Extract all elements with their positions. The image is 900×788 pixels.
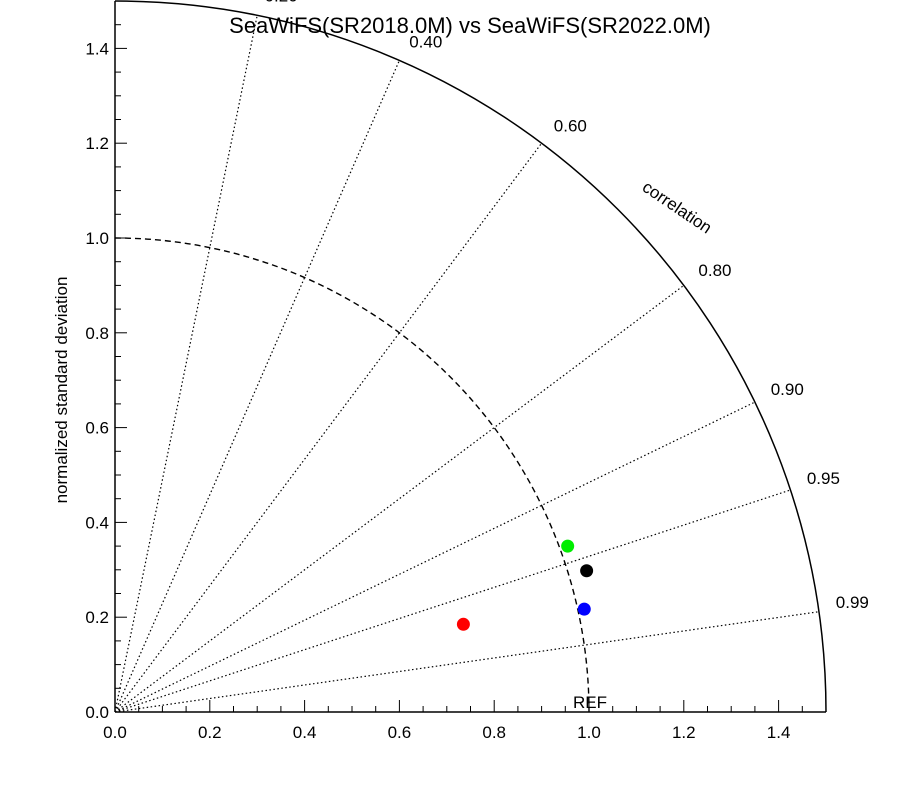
reference-label: REF: [573, 693, 607, 712]
correlation-tick-label: 0.90: [771, 380, 804, 399]
outer-arc: [114, 0, 827, 713]
y-tick-label: 1.4: [85, 39, 109, 58]
axes: [114, 0, 827, 713]
data-point-0: [456, 617, 470, 631]
reference-std-arc: [114, 237, 590, 713]
correlation-line-3: [114, 284, 685, 713]
y-tick-label: 0.0: [85, 703, 109, 722]
data-point-1: [561, 539, 575, 553]
data-point-2: [580, 564, 594, 578]
x-tick-label: 0.2: [198, 723, 222, 742]
x-tick-label: 1.2: [672, 723, 696, 742]
tick-labels: 0.20 0.40 0.60 0.80 0.90 0.95 0.99 0.0 0.2 0.4 0.6…: [85, 0, 869, 742]
correlation-tick-label: 0.99: [836, 593, 869, 612]
correlation-line-2: [114, 142, 543, 713]
correlation-line-1: [114, 60, 400, 713]
correlation-tick-label: 0.40: [409, 32, 442, 51]
correlation-tick-label: 0.60: [554, 117, 587, 136]
data-point-3: [577, 602, 591, 616]
y-tick-label: 0.8: [85, 324, 109, 343]
correlation-title: correlation: [639, 177, 715, 237]
y-tick-label: 1.2: [85, 134, 109, 153]
chart-title: SeaWiFS(SR2018.0M) vs SeaWiFS(SR2022.0M): [229, 13, 711, 38]
correlation-line-5: [114, 489, 791, 713]
x-tick-label: 1.4: [767, 723, 791, 742]
correlation-tick-label: 0.20: [265, 0, 298, 6]
y-axis-title: normalized standard deviation: [52, 277, 71, 504]
y-tick-label: 0.4: [85, 513, 109, 532]
correlation-tick-label: 0.95: [807, 469, 840, 488]
correlation-tick-label: 0.80: [698, 261, 731, 280]
y-tick-label: 1.0: [85, 229, 109, 248]
correlation-gridlines: [114, 15, 819, 713]
x-tick-label: 0.4: [293, 723, 317, 742]
correlation-line-4: [114, 401, 756, 713]
x-tick-label: 0.8: [482, 723, 506, 742]
correlation-line-0: [114, 15, 258, 713]
correlation-line-6: [114, 611, 819, 713]
y-tick-label: 0.6: [85, 419, 109, 438]
x-tick-label: 0.0: [103, 723, 127, 742]
data-points: [456, 539, 594, 631]
x-tick-label: 0.6: [388, 723, 412, 742]
y-tick-label: 0.2: [85, 608, 109, 627]
x-tick-label: 1.0: [577, 723, 601, 742]
